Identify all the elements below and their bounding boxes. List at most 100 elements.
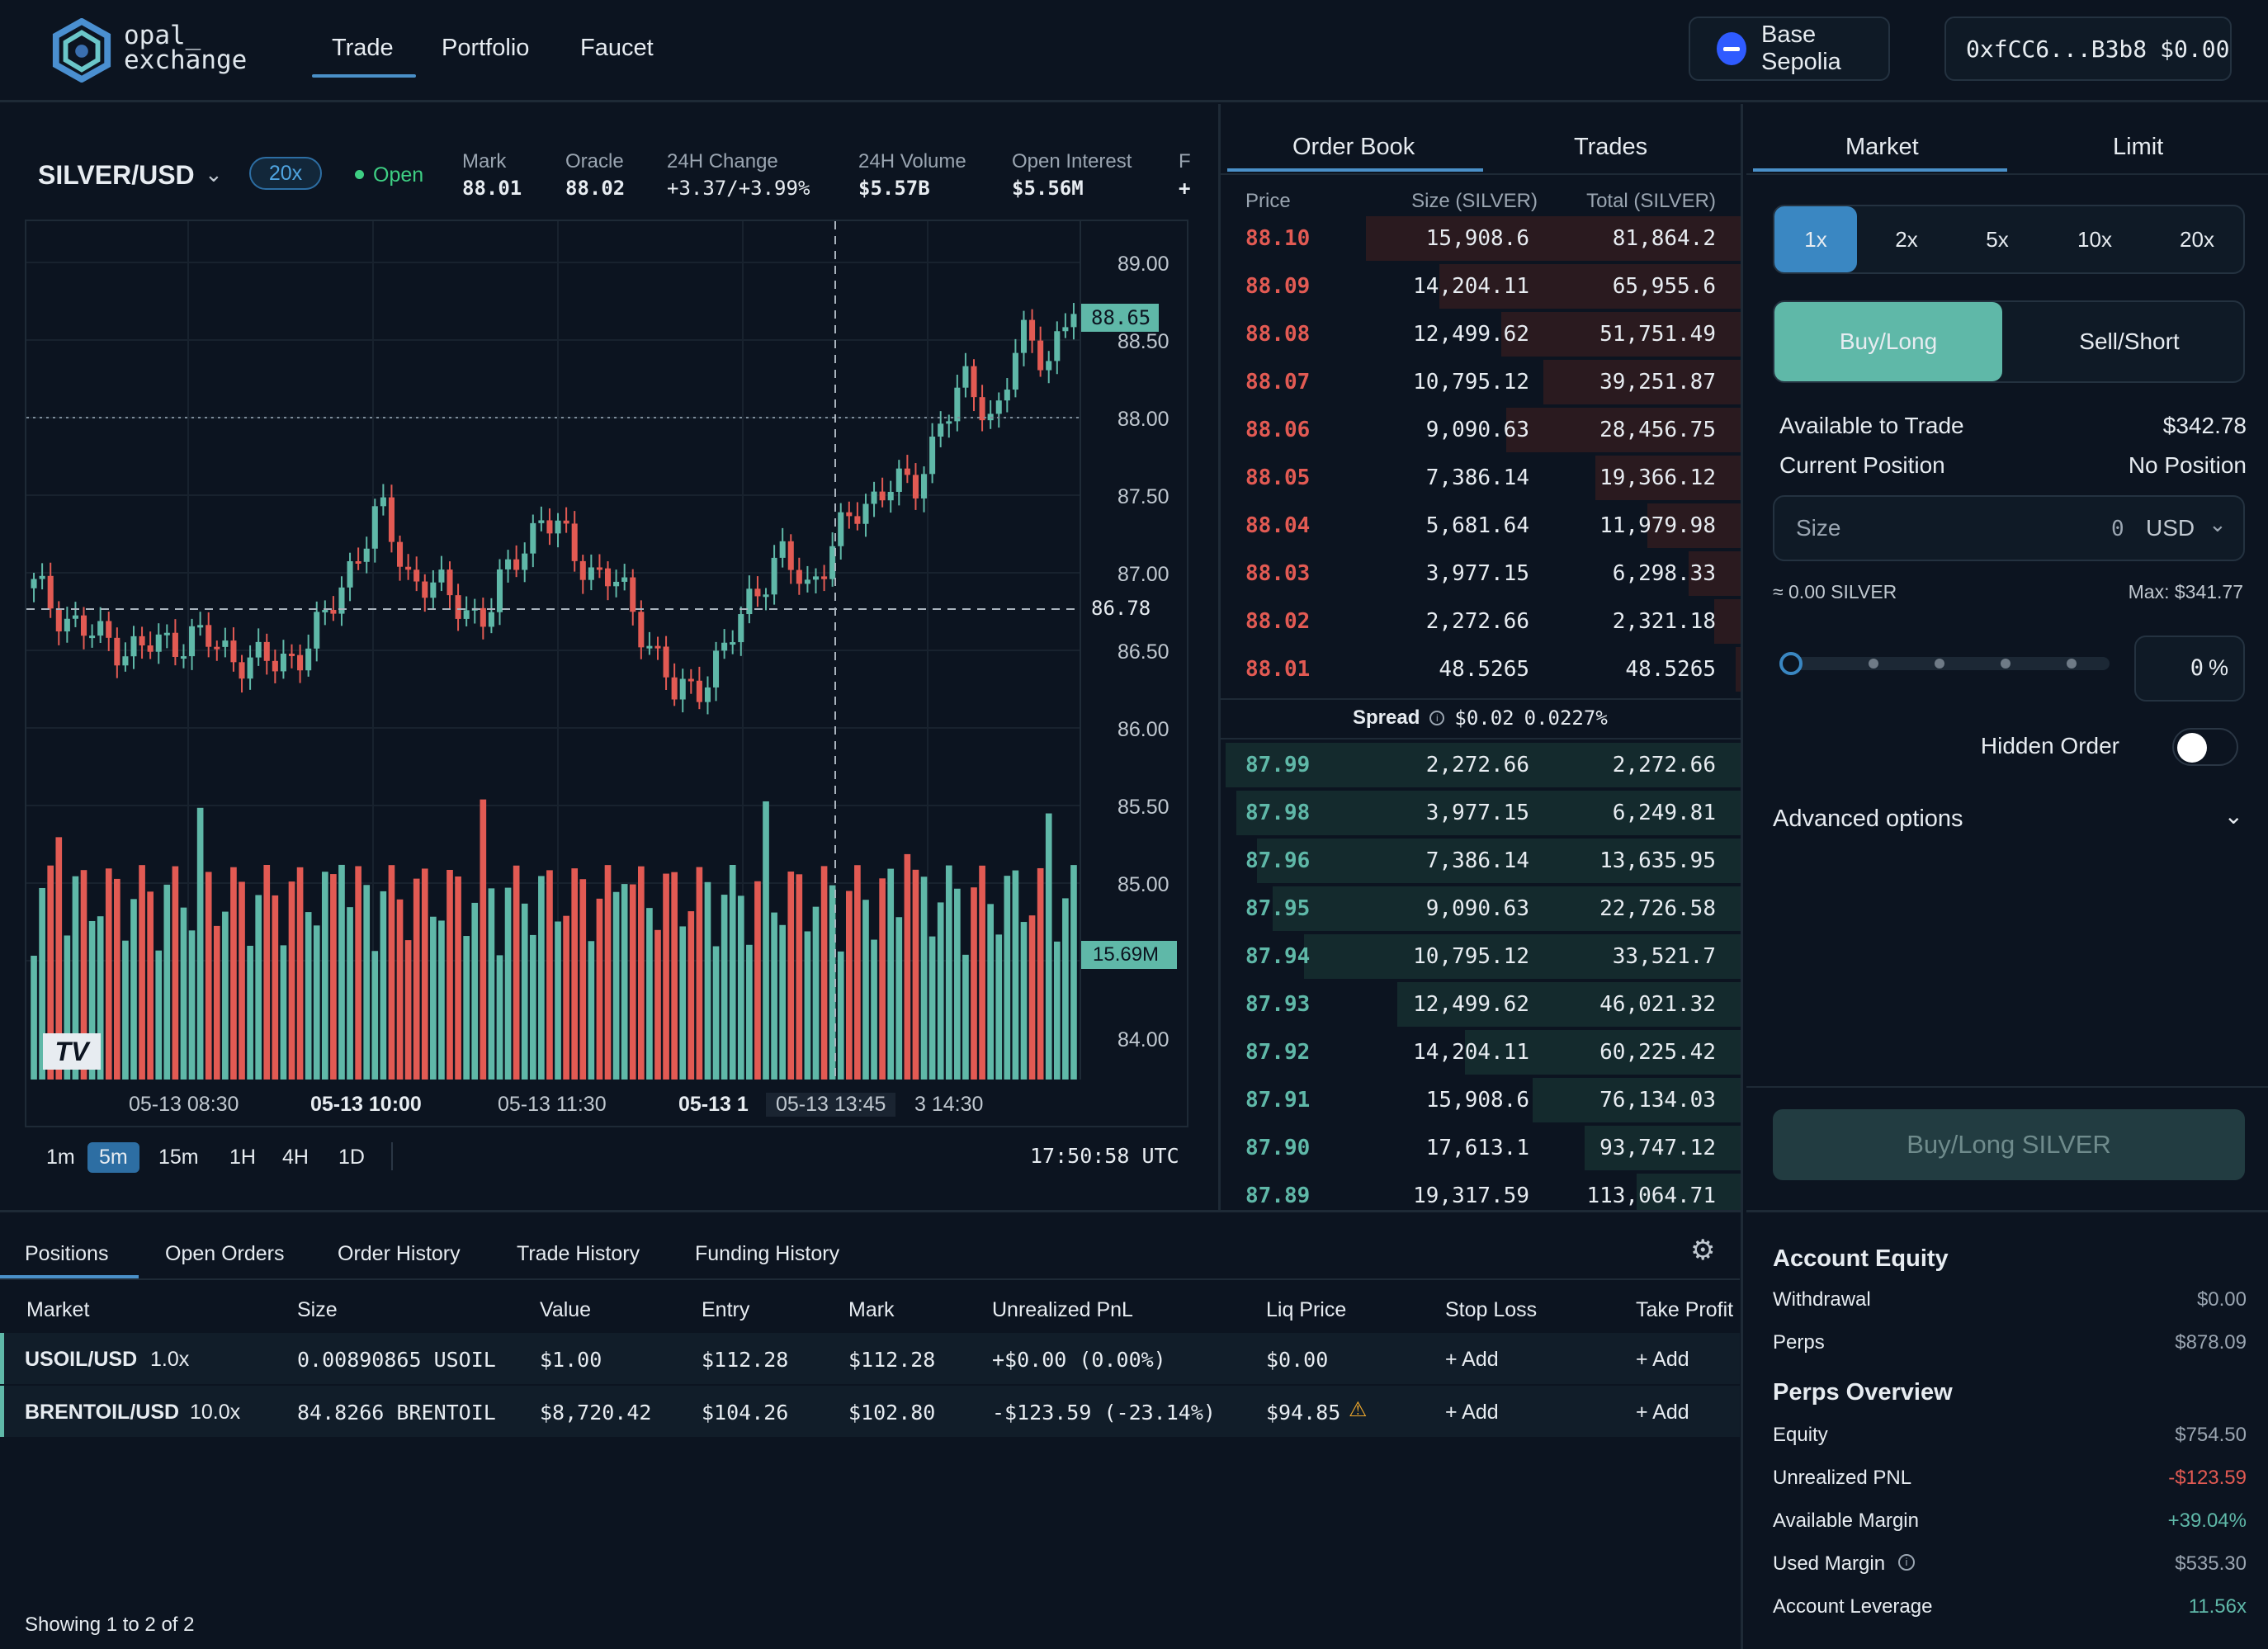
chart-canvas[interactable] <box>26 221 1188 1127</box>
ask-row[interactable]: 88.06 9,090.63 28,456.75 <box>1221 406 1741 454</box>
bid-row[interactable]: 87.95 9,090.63 22,726.58 <box>1221 885 1741 933</box>
size-value[interactable]: 0 <box>2111 517 2124 541</box>
size-input[interactable]: Size 0 USD ⌄ <box>1773 495 2245 561</box>
bid-row[interactable]: 87.93 12,499.62 46,021.32 <box>1221 980 1741 1028</box>
tab-open-orders[interactable]: Open Orders <box>165 1242 285 1265</box>
position-market[interactable]: BRENTOIL/USD <box>25 1401 180 1424</box>
leverage-5x-button[interactable]: 5x <box>1986 227 2009 252</box>
nav-faucet[interactable]: Faucet <box>580 35 654 61</box>
slider-step-dot[interactable] <box>2067 659 2077 669</box>
nav-trade[interactable]: Trade <box>332 35 394 61</box>
chevron-down-icon[interactable]: ⌄ <box>205 162 223 187</box>
ask-row[interactable]: 88.10 15,908.6 81,864.2 <box>1221 215 1741 262</box>
tab-order-history[interactable]: Order History <box>338 1242 461 1265</box>
ask-row[interactable]: 88.04 5,681.64 11,979.98 <box>1221 502 1741 550</box>
leverage-2x-button[interactable]: 2x <box>1895 227 1918 252</box>
order-price[interactable]: 87.93 <box>1245 992 1311 1017</box>
order-price[interactable]: 87.99 <box>1245 753 1311 777</box>
order-price[interactable]: 87.95 <box>1245 896 1311 921</box>
market-symbol[interactable]: SILVER/USD <box>38 160 195 190</box>
add-take-profit-button[interactable]: + Add <box>1636 1348 1689 1371</box>
order-price[interactable]: 88.01 <box>1245 657 1311 682</box>
tab-trade-history[interactable]: Trade History <box>517 1242 640 1265</box>
tab-funding-history[interactable]: Funding History <box>695 1242 840 1265</box>
order-price[interactable]: 88.05 <box>1245 465 1311 490</box>
order-price[interactable]: 87.96 <box>1245 848 1311 873</box>
slider-step-dot[interactable] <box>1869 659 1878 669</box>
order-price[interactable]: 87.94 <box>1245 944 1311 969</box>
tab-market[interactable]: Market <box>1845 134 1919 160</box>
timeframe-1m[interactable]: 1m <box>46 1146 75 1169</box>
slider-step-dot[interactable] <box>2001 659 2010 669</box>
leverage-20x-button[interactable]: 20x <box>2180 227 2214 252</box>
chevron-down-icon[interactable]: ⌄ <box>2223 803 2243 829</box>
order-price[interactable]: 88.04 <box>1245 513 1311 538</box>
ask-row[interactable]: 88.07 10,795.12 39,251.87 <box>1221 358 1741 406</box>
timeframe-1d[interactable]: 1D <box>338 1146 365 1169</box>
size-unit-select[interactable]: USD <box>2146 515 2195 541</box>
timeframe-5m[interactable]: 5m <box>87 1142 139 1173</box>
order-price[interactable]: 88.10 <box>1245 226 1311 251</box>
leverage-10x-button[interactable]: 10x <box>2077 227 2112 252</box>
table-row[interactable]: BRENTOIL/USD 10.0x 84.8266 BRENTOIL $8,7… <box>0 1386 1740 1437</box>
bid-row[interactable]: 87.94 10,795.12 33,521.7 <box>1221 933 1741 980</box>
advanced-options-toggle[interactable]: Advanced options <box>1773 806 1963 832</box>
bid-row[interactable]: 87.96 7,386.14 13,635.95 <box>1221 837 1741 885</box>
add-stop-loss-button[interactable]: + Add <box>1445 1401 1499 1424</box>
bid-row[interactable]: 87.89 19,317.59 113,064.71 <box>1221 1172 1741 1210</box>
tab-order-book[interactable]: Order Book <box>1292 134 1415 160</box>
position-market[interactable]: USOIL/USD <box>25 1348 138 1371</box>
timeframe-15m[interactable]: 15m <box>158 1146 199 1169</box>
bid-row[interactable]: 87.99 2,272.66 2,272.66 <box>1221 741 1741 789</box>
order-price[interactable]: 88.06 <box>1245 418 1311 442</box>
ask-row[interactable]: 88.03 3,977.15 6,298.33 <box>1221 550 1741 598</box>
tab-trades[interactable]: Trades <box>1574 134 1648 160</box>
network-selector-button[interactable]: Base Sepolia <box>1689 17 1890 81</box>
size-slider-track[interactable] <box>1779 657 2110 670</box>
price-chart[interactable]: 89.00 88.50 88.00 87.50 87.00 86.50 86.0… <box>25 220 1188 1127</box>
hidden-order-toggle[interactable] <box>2172 728 2238 766</box>
nav-portfolio[interactable]: Portfolio <box>442 35 530 61</box>
timeframe-4h[interactable]: 4H <box>282 1146 309 1169</box>
tradingview-logo-icon[interactable]: TV <box>43 1033 101 1070</box>
add-take-profit-button[interactable]: + Add <box>1636 1401 1689 1424</box>
sell-short-button[interactable]: Sell/Short <box>2079 328 2180 354</box>
bid-row[interactable]: 87.92 14,204.11 60,225.42 <box>1221 1028 1741 1076</box>
order-price[interactable]: 87.90 <box>1245 1136 1311 1160</box>
order-price[interactable]: 87.92 <box>1245 1040 1311 1065</box>
utc-clock[interactable]: 17:50:58 UTC <box>1030 1144 1179 1168</box>
gear-icon[interactable]: ⚙ <box>1690 1235 1716 1266</box>
ask-row[interactable]: 88.08 12,499.62 51,751.49 <box>1221 310 1741 358</box>
order-price[interactable]: 87.91 <box>1245 1088 1311 1113</box>
ask-row[interactable]: 88.02 2,272.66 2,321.18 <box>1221 598 1741 645</box>
info-icon[interactable]: i <box>1898 1554 1915 1571</box>
wallet-button[interactable]: 0xfCC6...B3b8 $0.00 <box>1944 17 2232 81</box>
buy-long-button[interactable]: Buy/Long <box>1774 302 2002 381</box>
bid-row[interactable]: 87.90 17,613.1 93,747.12 <box>1221 1124 1741 1172</box>
ask-row[interactable]: 88.09 14,204.11 65,955.6 <box>1221 262 1741 310</box>
size-slider-handle[interactable] <box>1779 652 1803 675</box>
order-price[interactable]: 88.03 <box>1245 561 1311 586</box>
order-price[interactable]: 88.08 <box>1245 322 1311 347</box>
order-price[interactable]: 88.07 <box>1245 370 1311 395</box>
leverage-1x-button[interactable]: 1x <box>1774 206 1857 272</box>
order-price[interactable]: 88.09 <box>1245 274 1311 299</box>
table-row[interactable]: USOIL/USD 1.0x 0.00890865 USOIL $1.00 $1… <box>0 1333 1740 1384</box>
tab-limit[interactable]: Limit <box>2113 134 2164 160</box>
add-stop-loss-button[interactable]: + Add <box>1445 1348 1499 1371</box>
chevron-down-icon[interactable]: ⌄ <box>2209 512 2227 536</box>
brand-wordmark[interactable]: opal_ exchange <box>124 23 247 73</box>
order-price[interactable]: 87.89 <box>1245 1184 1311 1208</box>
opal-logo-icon[interactable] <box>50 18 114 83</box>
ask-row[interactable]: 88.01 48.5265 48.5265 <box>1221 645 1741 693</box>
order-price[interactable]: 88.02 <box>1245 609 1311 634</box>
timeframe-1h[interactable]: 1H <box>229 1146 256 1169</box>
order-price[interactable]: 87.98 <box>1245 801 1311 825</box>
tab-positions[interactable]: Positions <box>25 1242 109 1265</box>
percent-value[interactable]: 0 <box>2190 655 2204 681</box>
percent-input[interactable]: 0 % <box>2134 636 2245 702</box>
bid-row[interactable]: 87.98 3,977.15 6,249.81 <box>1221 789 1741 837</box>
submit-order-button[interactable]: Buy/Long SILVER <box>1773 1109 2245 1180</box>
bid-row[interactable]: 87.91 15,908.6 76,134.03 <box>1221 1076 1741 1124</box>
slider-step-dot[interactable] <box>1935 659 1944 669</box>
